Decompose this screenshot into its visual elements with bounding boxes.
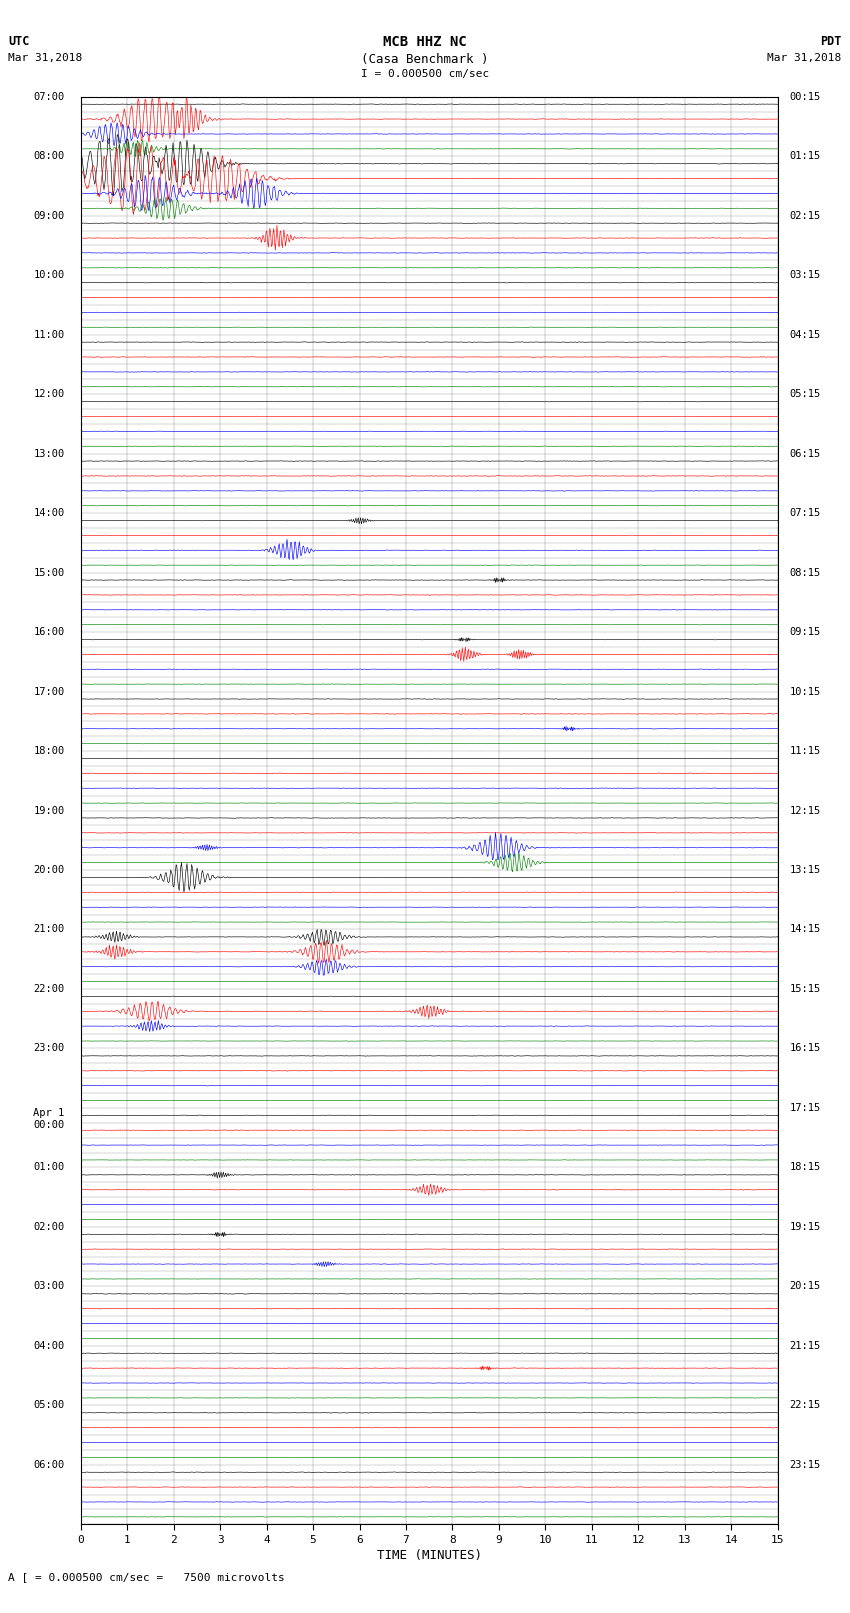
Text: 03:15: 03:15 xyxy=(790,271,820,281)
Text: 08:00: 08:00 xyxy=(33,152,65,161)
Text: 21:00: 21:00 xyxy=(33,924,65,934)
Text: 04:15: 04:15 xyxy=(790,329,820,340)
Text: 07:15: 07:15 xyxy=(790,508,820,518)
Text: 10:00: 10:00 xyxy=(33,271,65,281)
Text: 07:00: 07:00 xyxy=(33,92,65,102)
Text: Mar 31,2018: Mar 31,2018 xyxy=(768,53,842,63)
Text: 12:00: 12:00 xyxy=(33,389,65,398)
Text: 21:15: 21:15 xyxy=(790,1340,820,1350)
Text: PDT: PDT xyxy=(820,35,842,48)
Text: 13:15: 13:15 xyxy=(790,865,820,874)
Text: 16:15: 16:15 xyxy=(790,1044,820,1053)
Text: 06:15: 06:15 xyxy=(790,448,820,458)
Text: A [ = 0.000500 cm/sec =   7500 microvolts: A [ = 0.000500 cm/sec = 7500 microvolts xyxy=(8,1573,286,1582)
Text: MCB HHZ NC: MCB HHZ NC xyxy=(383,35,467,50)
Text: 18:00: 18:00 xyxy=(33,747,65,756)
Text: 13:00: 13:00 xyxy=(33,448,65,458)
Text: 23:00: 23:00 xyxy=(33,1044,65,1053)
Text: 02:00: 02:00 xyxy=(33,1223,65,1232)
Text: 11:00: 11:00 xyxy=(33,329,65,340)
X-axis label: TIME (MINUTES): TIME (MINUTES) xyxy=(377,1548,482,1561)
Text: 14:00: 14:00 xyxy=(33,508,65,518)
Text: 23:15: 23:15 xyxy=(790,1460,820,1469)
Text: 22:15: 22:15 xyxy=(790,1400,820,1410)
Text: Mar 31,2018: Mar 31,2018 xyxy=(8,53,82,63)
Text: 09:00: 09:00 xyxy=(33,211,65,221)
Text: 16:00: 16:00 xyxy=(33,627,65,637)
Text: 03:00: 03:00 xyxy=(33,1281,65,1292)
Text: 19:15: 19:15 xyxy=(790,1223,820,1232)
Text: 17:00: 17:00 xyxy=(33,687,65,697)
Text: 10:15: 10:15 xyxy=(790,687,820,697)
Text: 05:00: 05:00 xyxy=(33,1400,65,1410)
Text: 12:15: 12:15 xyxy=(790,805,820,816)
Text: (Casa Benchmark ): (Casa Benchmark ) xyxy=(361,53,489,66)
Text: 18:15: 18:15 xyxy=(790,1163,820,1173)
Text: 15:00: 15:00 xyxy=(33,568,65,577)
Text: 15:15: 15:15 xyxy=(790,984,820,994)
Text: 01:00: 01:00 xyxy=(33,1163,65,1173)
Text: 00:15: 00:15 xyxy=(790,92,820,102)
Text: 06:00: 06:00 xyxy=(33,1460,65,1469)
Text: 22:00: 22:00 xyxy=(33,984,65,994)
Text: 05:15: 05:15 xyxy=(790,389,820,398)
Text: 01:15: 01:15 xyxy=(790,152,820,161)
Text: 08:15: 08:15 xyxy=(790,568,820,577)
Text: 20:15: 20:15 xyxy=(790,1281,820,1292)
Text: 14:15: 14:15 xyxy=(790,924,820,934)
Text: 04:00: 04:00 xyxy=(33,1340,65,1350)
Text: Apr 1
00:00: Apr 1 00:00 xyxy=(33,1108,65,1129)
Text: 11:15: 11:15 xyxy=(790,747,820,756)
Text: 09:15: 09:15 xyxy=(790,627,820,637)
Text: I = 0.000500 cm/sec: I = 0.000500 cm/sec xyxy=(361,69,489,79)
Text: 02:15: 02:15 xyxy=(790,211,820,221)
Text: 20:00: 20:00 xyxy=(33,865,65,874)
Text: 17:15: 17:15 xyxy=(790,1103,820,1113)
Text: UTC: UTC xyxy=(8,35,30,48)
Text: 19:00: 19:00 xyxy=(33,805,65,816)
